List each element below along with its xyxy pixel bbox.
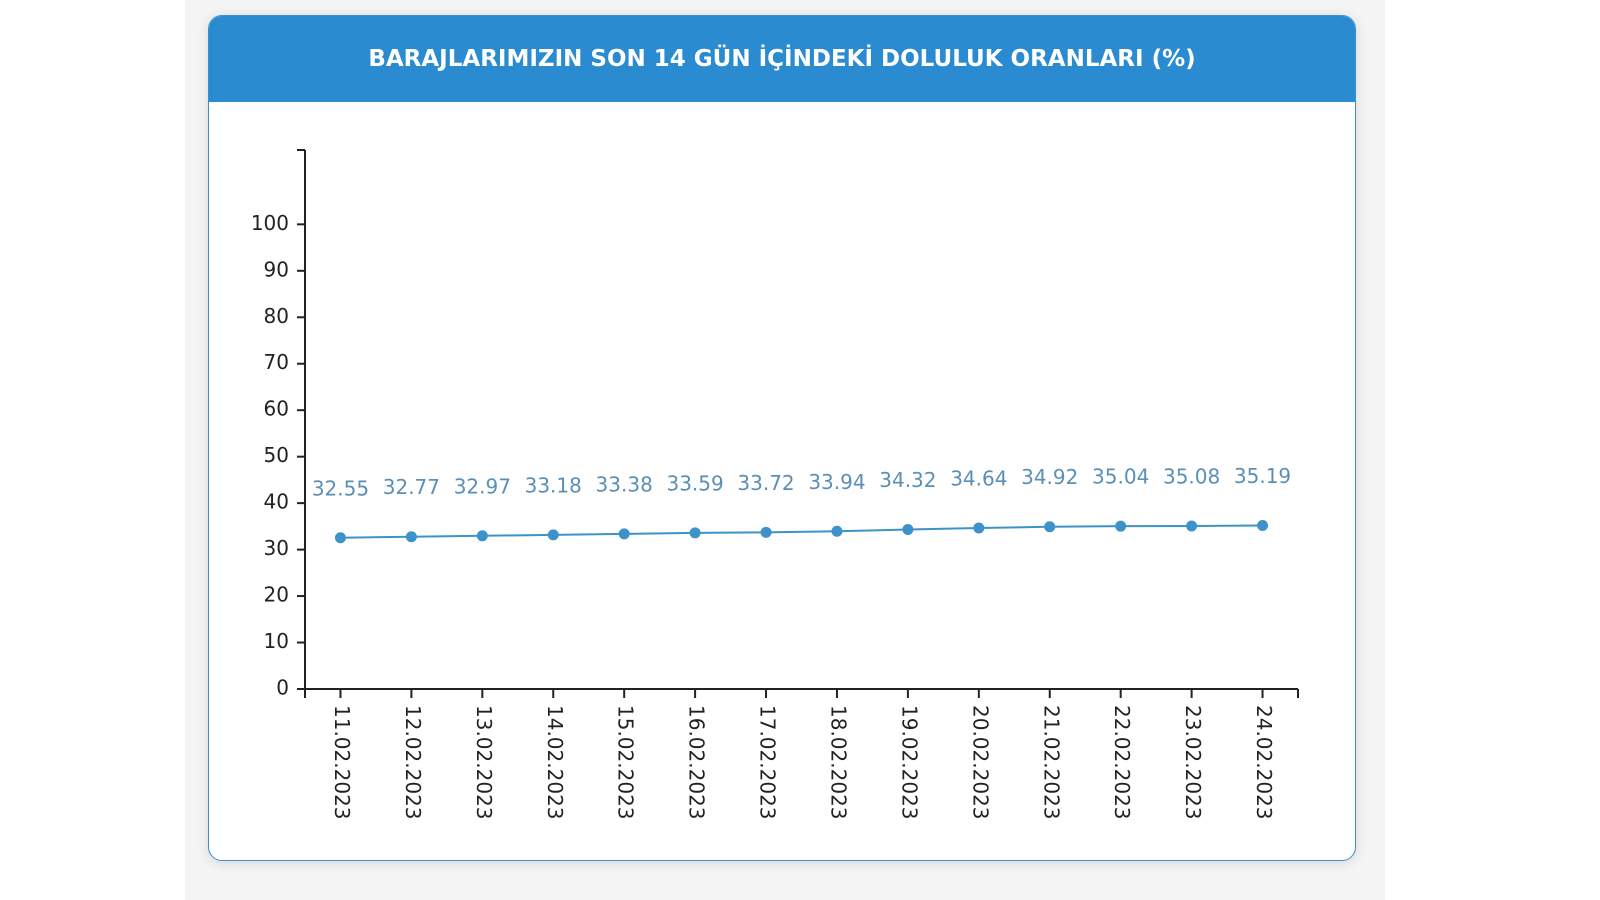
value-label: 32.55	[312, 476, 369, 500]
value-label: 32.97	[454, 474, 511, 498]
y-tick-label: 40	[264, 490, 289, 514]
x-tick-label: 16.02.2023	[685, 705, 709, 820]
y-tick-label: 30	[264, 536, 289, 560]
value-label: 32.77	[383, 475, 440, 499]
value-label: 34.32	[879, 468, 936, 492]
y-tick-label: 80	[264, 304, 289, 328]
point	[476, 530, 488, 542]
point	[1115, 520, 1127, 532]
y-tick-label: 10	[264, 629, 289, 653]
x-tick-label: 15.02.2023	[614, 705, 638, 820]
value-label: 33.38	[596, 472, 653, 496]
value-label: 35.08	[1163, 464, 1220, 488]
point	[902, 524, 914, 536]
x-tick-label: 22.02.2023	[1110, 705, 1134, 820]
point	[405, 531, 417, 543]
point	[1257, 519, 1269, 531]
y-tick-label: 50	[264, 443, 289, 467]
value-label: 33.59	[666, 471, 723, 495]
point	[973, 522, 985, 534]
point	[618, 528, 630, 540]
x-tick-label: 13.02.2023	[472, 705, 496, 820]
chart-card: BARAJLARIMIZIN SON 14 GÜN İÇİNDEKİ DOLUL…	[208, 15, 1356, 861]
y-tick-label: 90	[264, 257, 289, 281]
value-label: 33.18	[525, 473, 582, 497]
point	[547, 529, 559, 541]
y-tick-label: 60	[264, 397, 289, 421]
line	[340, 524, 1263, 539]
point	[689, 527, 701, 539]
point	[334, 532, 346, 544]
point	[1186, 520, 1198, 532]
value-label: 33.94	[808, 470, 865, 494]
x-tick-label: 17.02.2023	[756, 705, 780, 820]
x-tick-label: 24.02.2023	[1252, 705, 1276, 820]
value-label: 35.04	[1092, 465, 1149, 489]
x-tick-label: 14.02.2023	[543, 705, 567, 820]
value-label: 35.19	[1234, 464, 1291, 488]
y-tick-label: 0	[276, 676, 289, 700]
point	[760, 526, 772, 538]
value-label: 33.72	[737, 471, 794, 495]
y-tick-label: 100	[251, 211, 289, 235]
value-label: 34.64	[950, 467, 1007, 491]
x-tick-label: 23.02.2023	[1181, 705, 1205, 820]
x-tick-label: 12.02.2023	[401, 705, 425, 820]
point	[831, 525, 843, 537]
x-tick-label: 11.02.2023	[330, 705, 354, 820]
value-label: 34.92	[1021, 465, 1078, 489]
x-tick-label: 19.02.2023	[897, 705, 921, 820]
point	[1044, 521, 1056, 533]
x-tick-label: 18.02.2023	[826, 705, 850, 820]
x-tick-label: 20.02.2023	[968, 705, 992, 820]
chart-title: BARAJLARIMIZIN SON 14 GÜN İÇİNDEKİ DOLUL…	[209, 16, 1355, 102]
y-tick-label: 20	[264, 583, 289, 607]
x-tick-label: 21.02.2023	[1039, 705, 1063, 820]
y-tick-label: 70	[264, 350, 289, 374]
